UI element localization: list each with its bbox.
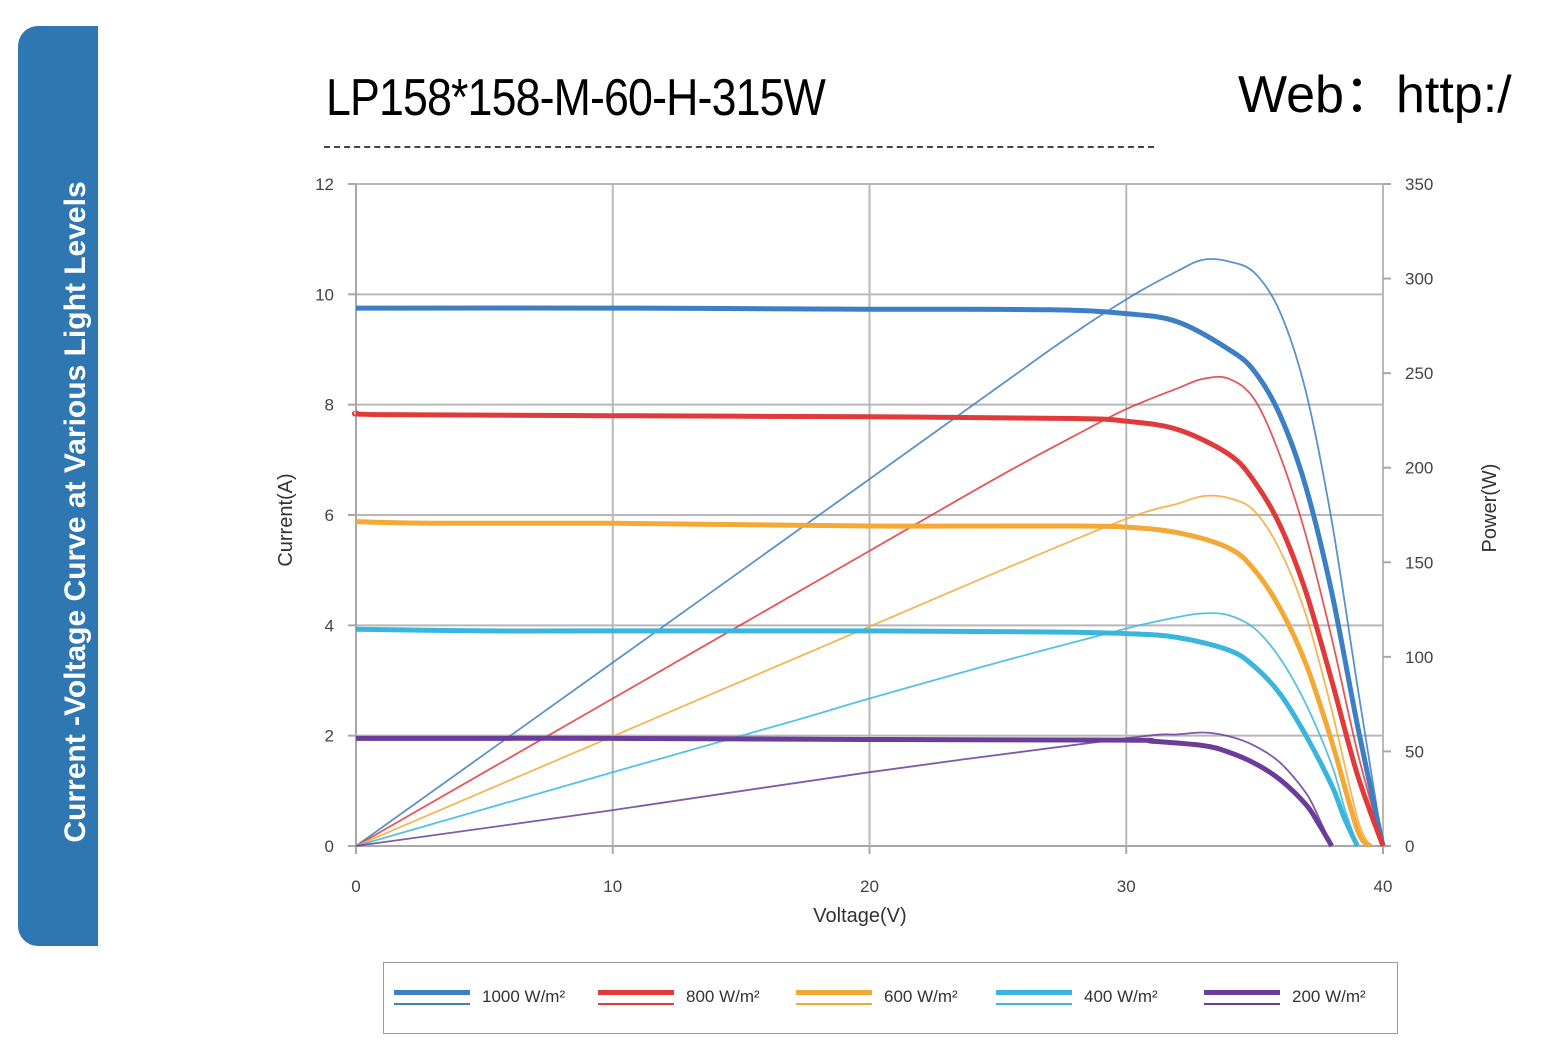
y-tick-label: 10 <box>315 285 334 304</box>
y-tick-label: 0 <box>325 837 334 856</box>
legend-swatch <box>1204 988 1280 1010</box>
x-tick-label: 20 <box>860 877 879 896</box>
y-tick-label: 4 <box>325 616 334 635</box>
x-tick-label: 40 <box>1374 877 1393 896</box>
legend-swatch <box>796 988 872 1010</box>
legend-swatch-thin <box>796 1003 872 1005</box>
y2-tick-label: 50 <box>1405 742 1424 761</box>
legend-swatch <box>394 988 470 1010</box>
legend-swatch-thin <box>598 1003 674 1005</box>
iv-curve-1 <box>351 410 1386 847</box>
y-axis-label: Current(A) <box>275 473 297 566</box>
title-divider <box>324 146 1154 148</box>
iv-curve-4 <box>355 735 1334 848</box>
power-curve-1 <box>355 375 1384 847</box>
web-label: Web：http:/ <box>1238 66 1512 124</box>
legend-swatch-thick <box>996 990 1072 995</box>
legend-swatch-thin <box>996 1003 1072 1005</box>
y2-tick-label: 350 <box>1405 175 1433 194</box>
legend-label: 200 W/m² <box>1292 987 1366 1006</box>
chart-series <box>351 258 1386 848</box>
legend-swatch <box>996 988 1072 1010</box>
legend-label: 1000 W/m² <box>482 987 566 1006</box>
legend-label: 600 W/m² <box>884 987 958 1006</box>
y2-tick-label: 200 <box>1405 459 1433 478</box>
y-tick-label: 8 <box>325 396 334 415</box>
side-tab: Current -Voltage Curve at Various Light … <box>18 26 98 946</box>
legend-swatch-thick <box>598 990 674 995</box>
power-curve-4 <box>355 731 1333 847</box>
legend-swatch <box>598 988 674 1010</box>
y2-tick-label: 250 <box>1405 364 1433 383</box>
x-tick-label: 30 <box>1117 877 1136 896</box>
iv-curve-2 <box>355 519 1373 848</box>
y2-axis-label: Power(W) <box>1479 464 1501 553</box>
y2-tick-label: 100 <box>1405 648 1433 667</box>
x-tick-label: 10 <box>603 877 622 896</box>
y2-tick-label: 150 <box>1405 553 1433 572</box>
legend-swatch-thin <box>1204 1003 1280 1005</box>
legend-label: 800 W/m² <box>686 987 760 1006</box>
model-title: LP158*158-M-60-H-315W <box>326 69 826 127</box>
legend-swatch-thin <box>394 1003 470 1005</box>
y-tick-label: 12 <box>315 175 334 194</box>
iv-curve-0 <box>355 305 1386 847</box>
legend-swatch-thick <box>796 990 872 995</box>
legend-swatch-thick <box>394 990 470 995</box>
legend-label: 400 W/m² <box>1084 987 1158 1006</box>
iv-curve-3 <box>355 626 1360 848</box>
x-tick-label: 0 <box>351 877 360 896</box>
chart-axes: 0 2 4 6 8 10 12 0 50 100 150 200 250 300 350 0 10 20 30 40 <box>315 175 1433 896</box>
y2-tick-label: 0 <box>1405 837 1414 856</box>
chart-grid <box>356 183 1384 846</box>
legend-swatch-thick <box>1204 990 1280 995</box>
power-curve-3 <box>355 612 1359 847</box>
power-curve-0 <box>355 258 1384 847</box>
x-axis-label: Voltage(V) <box>813 905 906 927</box>
y-tick-label: 2 <box>325 727 334 746</box>
chart-legend: 1000 W/m² 800 W/m² 600 W/m² 400 W/m² 200 W/m… <box>383 962 1398 1034</box>
y-tick-label: 6 <box>325 506 334 525</box>
power-curve-2 <box>355 494 1372 847</box>
y2-tick-label: 300 <box>1405 270 1433 289</box>
